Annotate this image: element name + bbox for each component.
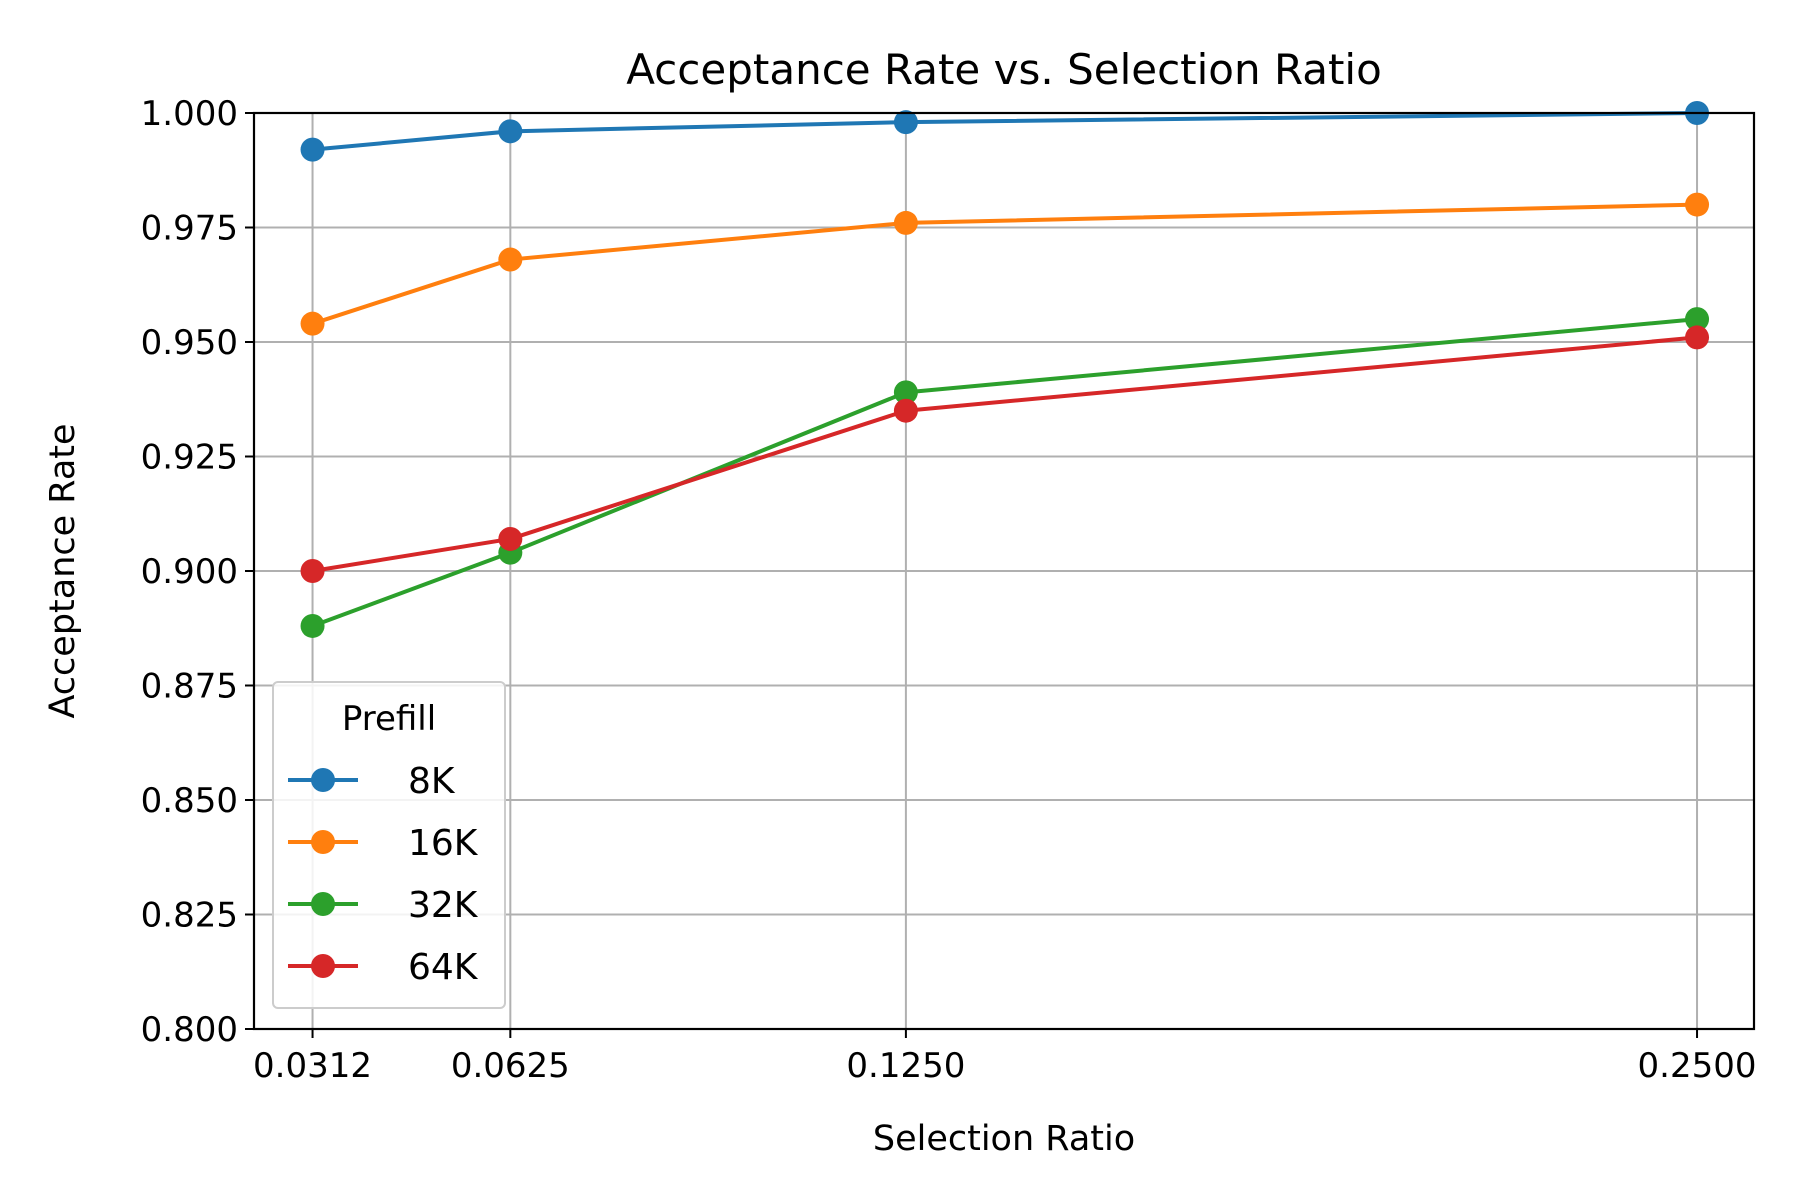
data-point (893, 110, 918, 135)
data-point (300, 559, 325, 583)
chart-title: Acceptance Rate vs. Selection Ratio (626, 45, 1382, 94)
y-axis-label: Acceptance Rate (43, 423, 83, 718)
data-point (893, 398, 918, 423)
data-point (1685, 192, 1710, 217)
series-line (311, 317, 1698, 628)
legend-marker (311, 830, 335, 854)
series-line (311, 202, 1698, 326)
legend-label: 8K (408, 761, 456, 802)
y-tick-label: 0.950 (141, 323, 238, 363)
x-axis-label: Selection Ratio (873, 1119, 1135, 1159)
legend-item: 32K (288, 885, 479, 926)
x-tick-label: 0.0625 (451, 1046, 570, 1086)
series-line (312, 111, 1698, 152)
x-tick-label: 0.2500 (1638, 1046, 1757, 1086)
legend-item: 64K (288, 947, 479, 988)
data-point (893, 380, 918, 405)
series-layer (300, 101, 1710, 638)
legend-box (272, 681, 506, 1009)
legend-marker (311, 768, 335, 792)
data-point (300, 311, 325, 336)
y-tick-label: 1.000 (141, 94, 238, 134)
data-point (498, 119, 523, 144)
series-16k (300, 192, 1710, 336)
x-tick-label: 0.1250 (846, 1046, 965, 1086)
legend-marker (311, 954, 335, 978)
legend-item: 16K (288, 823, 479, 864)
legend-label: 16K (408, 823, 479, 864)
series-64k (300, 325, 1710, 583)
axis-layer: 0.0312 0.0625 0.1250 0.2500 0.800 0.825 0.850 0… (141, 94, 1757, 1086)
y-tick-label: 0.850 (141, 781, 238, 821)
data-point (498, 247, 523, 272)
series-8k (300, 101, 1710, 162)
legend-marker (311, 892, 335, 916)
legend-label: 64K (408, 947, 479, 988)
legend: Prefill 8K 16K 32K 64K (272, 681, 506, 1009)
y-tick-label: 0.875 (141, 667, 238, 707)
series-line (312, 335, 1698, 573)
y-tick-label: 0.825 (141, 896, 238, 936)
data-point (1685, 307, 1710, 332)
legend-label: 32K (408, 885, 479, 926)
y-tick-label: 0.975 (141, 209, 238, 249)
y-tick-label: 0.925 (141, 438, 238, 478)
data-point (893, 210, 918, 235)
legend-title: Prefill (342, 699, 436, 739)
data-point (498, 526, 523, 551)
y-tick-label: 0.900 (141, 552, 238, 592)
x-tick-label: 0.0312 (253, 1046, 372, 1086)
data-point (1685, 325, 1710, 350)
legend-item: 8K (288, 761, 456, 802)
data-point (300, 613, 325, 638)
series-32k (300, 307, 1710, 638)
data-point (300, 137, 325, 162)
y-tick-label: 0.800 (141, 1010, 238, 1050)
